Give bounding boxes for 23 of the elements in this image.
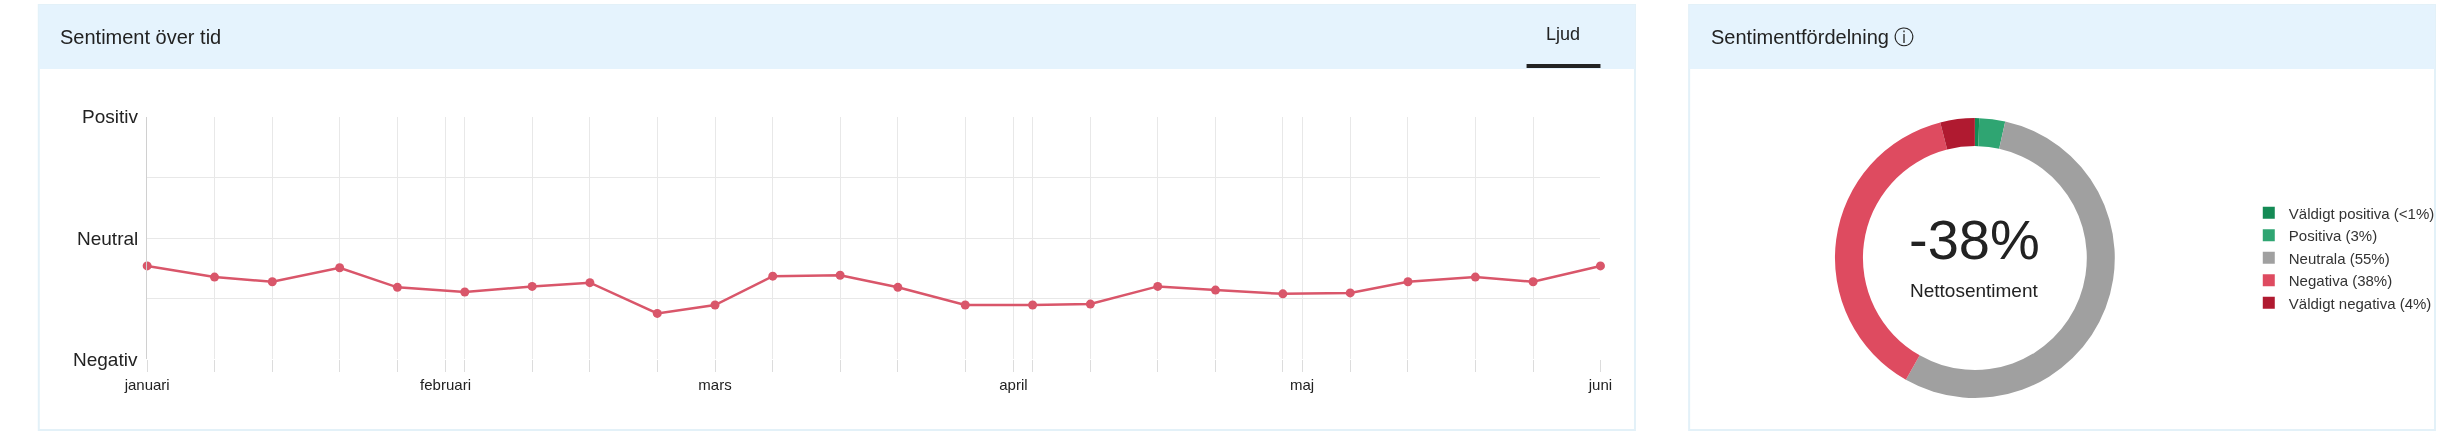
chart-title: Sentimentfördelning ⓘ xyxy=(1711,26,1915,48)
donut-slice xyxy=(1905,121,2115,398)
chart-title: Sentiment över tid xyxy=(60,26,222,48)
text: Positiv xyxy=(82,106,139,127)
donut-slice xyxy=(1974,118,1980,147)
x-tick-label: maj xyxy=(1290,376,1315,393)
x-tick-label: juni xyxy=(1587,376,1613,393)
legend-label: Neutrala (55%) xyxy=(2288,249,2390,267)
donut-slice xyxy=(1940,118,1975,150)
legend-label: Väldigt negativa (4%) xyxy=(2288,294,2432,312)
legend-label: Positiva (3%) xyxy=(2288,227,2378,245)
donut-slice xyxy=(1978,118,2006,149)
legend-label: Väldigt positiva (<1%) xyxy=(2288,204,2435,222)
x-tick-label: februari xyxy=(420,376,471,393)
x-tick-label: mars xyxy=(698,376,732,393)
text: Negativ xyxy=(73,349,138,370)
x-tick-label: januari xyxy=(123,376,170,393)
text: -38% xyxy=(1909,208,2040,271)
text: Nettosentiment xyxy=(1910,280,2039,301)
x-tick-label: april xyxy=(999,376,1028,393)
legend-label: Negativa (38%) xyxy=(2288,272,2393,290)
text: Ljud xyxy=(1546,24,1581,44)
text: Neutral xyxy=(77,228,139,249)
